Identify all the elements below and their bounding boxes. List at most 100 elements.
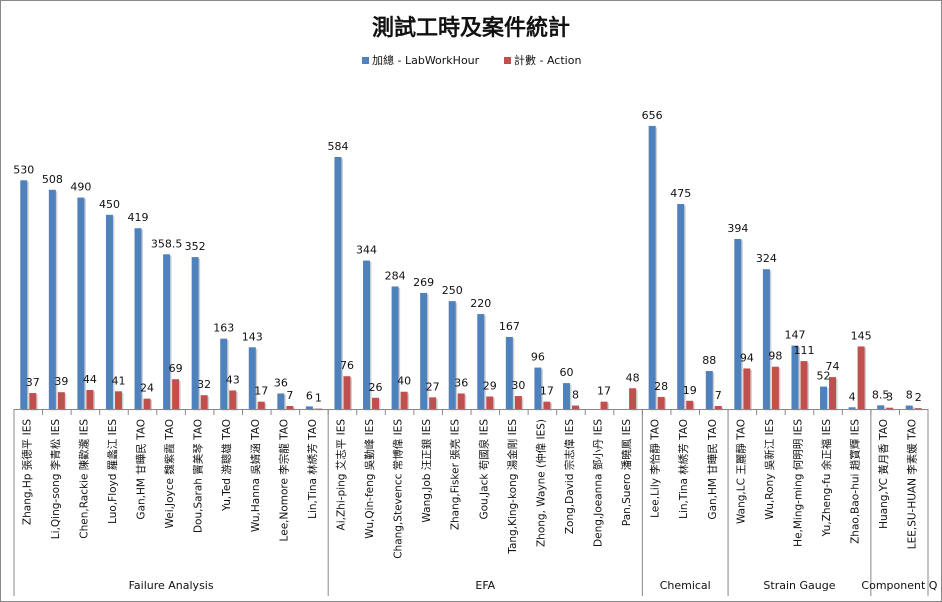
value-label-count: 111 (793, 344, 814, 357)
bar-count (343, 376, 351, 409)
bar-hours (20, 180, 28, 409)
category-label: Deng,Joeanna 鄧小丹 IES (593, 419, 605, 547)
value-label-count: 36 (454, 376, 468, 389)
value-label-count: 69 (169, 362, 183, 375)
value-label-hours: 250 (442, 284, 463, 297)
value-label-hours: 88 (702, 354, 716, 367)
value-label-count: 145 (851, 329, 872, 342)
value-label-hours: 358.5 (151, 237, 183, 250)
bar-hours (248, 347, 256, 409)
bar-count (543, 401, 551, 409)
value-label-hours: 450 (99, 198, 120, 211)
bar-hours (562, 383, 570, 409)
bar-hours (877, 405, 885, 409)
category-label: Dou,Sarah 竇美琴 TAO (192, 419, 205, 533)
bar-count (914, 408, 922, 409)
value-label-hours: 475 (670, 187, 691, 200)
value-label-count: 98 (768, 350, 782, 363)
value-label-count: 41 (111, 374, 125, 387)
category-label: Wang,LC 王麗靜 TAO (734, 419, 747, 524)
bar-count (657, 396, 665, 409)
value-label-hours: 284 (385, 269, 406, 282)
category-label: Zhang,Fisker 張亮 IES (449, 419, 462, 530)
value-label-count: 26 (369, 381, 383, 394)
bar-hours (334, 157, 342, 409)
legend-swatch-count (504, 57, 511, 64)
value-label-hours: 4 (849, 390, 856, 403)
value-label-hours: 8.5 (872, 388, 890, 401)
legend-label-count: 計數 - Action (514, 53, 581, 67)
bar-count (886, 407, 894, 409)
bar-count (829, 377, 837, 409)
value-label-hours: 96 (531, 351, 545, 364)
bar-count (400, 391, 408, 409)
category-label: Zong,David 宗志偉 IES (563, 419, 576, 534)
value-label-count: 2 (915, 391, 922, 404)
bar-hours (448, 301, 456, 409)
value-label-count: 8 (572, 389, 579, 402)
value-label-hours: 490 (70, 181, 91, 194)
bar-hours (420, 292, 428, 409)
bar-count (257, 401, 265, 409)
value-label-count: 19 (683, 384, 697, 397)
category-label: Gan,HM 甘曄民 TAO (706, 419, 719, 520)
bar-count (514, 396, 522, 409)
category-label: Zhong, Wayne (仲偉 IES) (534, 419, 547, 547)
value-label-hours: 344 (356, 244, 377, 257)
category-label: Lin,Tina 林綉芳 TAO (306, 419, 319, 519)
value-label-count: 76 (340, 359, 354, 372)
bar-count (429, 397, 437, 409)
value-label-count: 27 (426, 380, 440, 393)
group-label: Strain Gauge (763, 579, 835, 592)
legend-swatch-hours (362, 57, 369, 64)
bar-hours (677, 204, 685, 409)
value-label-hours: 163 (213, 322, 234, 335)
bar-shadow (916, 409, 924, 411)
value-label-hours: 220 (470, 297, 491, 310)
category-label: Yu,Zheng-fu 余正福 IES (820, 419, 833, 538)
value-label-count: 44 (83, 373, 97, 386)
bar-hours (734, 238, 742, 409)
group-label: Failure Analysis (129, 579, 214, 592)
group-labels: Failure Analysis EFA Chemical Strain Gauge C… (129, 579, 938, 592)
bar-count (600, 401, 608, 409)
value-label-count: 43 (226, 373, 240, 386)
legend-label-hours: 加總 - LabWorkHour (372, 53, 480, 67)
value-label-hours: 60 (559, 366, 573, 379)
bar-count (372, 397, 380, 409)
value-label-count: 28 (654, 380, 668, 393)
value-label-hours: 167 (499, 320, 520, 333)
category-label: Huang,YC 黃月香 TAO (877, 419, 890, 529)
category-label: Gou,Jack 苟國泉 IES (477, 419, 490, 520)
bars (20, 125, 924, 411)
chart-title: 測試工時及案件統計 (372, 15, 570, 41)
category-label: Zhao,Bao-hui 趙寶輝 IES (849, 419, 862, 544)
bar-count (800, 361, 808, 409)
value-label-count: 32 (197, 378, 211, 391)
value-labels: 5303750839490444504141924358.56935232163… (13, 109, 921, 405)
bar-hours (705, 371, 713, 409)
category-label: Lee,Lily 李怡靜 TAO (649, 419, 662, 518)
bar-hours (191, 257, 199, 409)
bar-count (114, 391, 122, 409)
value-label-count: 24 (140, 382, 154, 395)
value-label-count: 48 (626, 371, 640, 384)
group-label: Component Q (861, 579, 937, 592)
bar-count (457, 393, 465, 409)
bar-count (86, 390, 94, 409)
value-label-count: 17 (540, 385, 554, 398)
category-label: Wu,Qin-feng 吳勤峰 IES (363, 419, 376, 539)
value-label-count: 7 (715, 389, 722, 402)
value-label-count: 39 (54, 375, 68, 388)
category-label: He,Ming-ming 何明明 IES (791, 419, 804, 547)
category-label: Lin,Tina 林綉芳 TAO (677, 419, 690, 519)
bar-hours (791, 345, 799, 409)
category-label: Chang,Stevencc 常博偉 IES (392, 419, 405, 559)
group-label: Chemical (660, 579, 711, 592)
bar-count (143, 398, 151, 409)
category-label: Wang,Job 汪正銀 IES (420, 419, 433, 523)
bar-hours (305, 406, 313, 409)
value-label-hours: 269 (413, 276, 434, 289)
